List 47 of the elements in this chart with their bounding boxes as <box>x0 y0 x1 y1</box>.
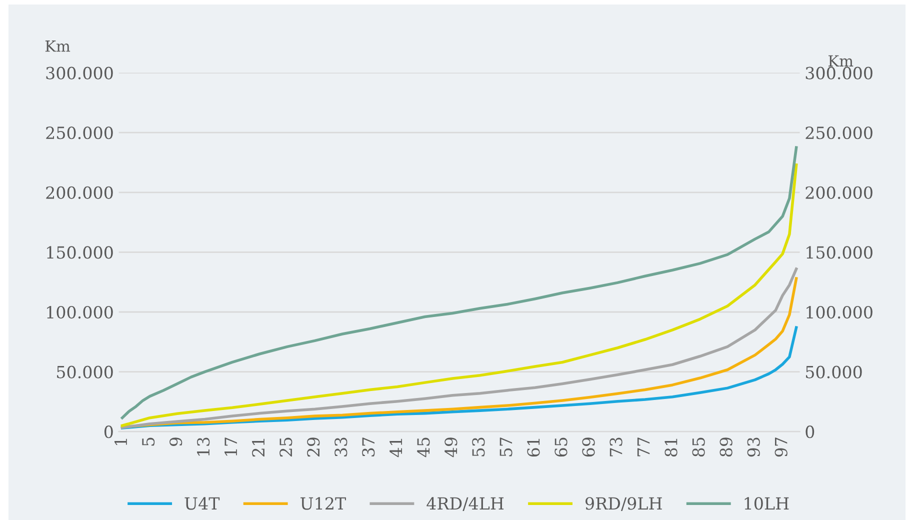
x-tick-label: 37 <box>362 438 375 456</box>
legend-label: U12T <box>300 497 346 510</box>
x-tick-label: 33 <box>334 438 348 456</box>
x-tick-label: 65 <box>554 438 568 457</box>
x-tick-label: 13 <box>197 438 210 456</box>
y-tick-label: 50.000 <box>57 366 113 378</box>
legend-label: 4RD/4LH <box>426 497 504 512</box>
x-tick-label: 69 <box>582 438 595 457</box>
x-tick-label: 25 <box>280 438 292 457</box>
y2-tick-label: 0 <box>806 426 814 438</box>
x-tick-label: 1 <box>114 438 127 446</box>
x-tick-label: 5 <box>142 438 155 446</box>
x-tick-label: 29 <box>307 438 320 457</box>
x-tick-label: 49 <box>444 438 458 458</box>
y2-tick-label: 250.000 <box>806 126 872 140</box>
y-tick-label: 200.000 <box>46 186 113 199</box>
x-tick-label: 9 <box>170 438 182 446</box>
y2-tick-label: 150.000 <box>806 246 872 259</box>
y2-tick-label: 50.000 <box>806 366 862 378</box>
x-tick-label: 53 <box>472 438 485 456</box>
x-tick-label: 81 <box>664 438 678 457</box>
y2-tick-label: 100.000 <box>806 306 872 319</box>
x-tick-label: 21 <box>252 438 264 457</box>
legend-label: 10LH <box>744 497 789 510</box>
x-tick-label: 85 <box>692 438 705 457</box>
x-tick-label: 57 <box>500 438 512 456</box>
y-tick-label: 0 <box>104 426 113 438</box>
x-tick-label: 93 <box>747 438 760 457</box>
y-tick-label: 100.000 <box>47 306 113 319</box>
x-tick-label: 89 <box>720 438 732 457</box>
y2-tick-label: 200.000 <box>806 186 872 199</box>
y2-axis-title: Km <box>828 55 854 66</box>
y-tick-label: 150.000 <box>47 246 113 259</box>
x-tick-label: 17 <box>224 438 237 456</box>
x-tick-label: 97 <box>774 438 788 457</box>
line-series <box>120 326 798 430</box>
y-tick-label: 250.000 <box>46 126 113 140</box>
y2-tick-label: 300.000 <box>806 66 872 80</box>
x-tick-label: 41 <box>390 438 402 458</box>
legend-label: U4T <box>184 497 220 510</box>
x-tick-label: 73 <box>610 438 622 456</box>
x-tick-label: 77 <box>637 438 650 456</box>
y-tick-label: 300.000 <box>46 66 113 80</box>
x-tick-label: 45 <box>417 438 430 458</box>
y-axis-title: Km <box>45 40 70 52</box>
x-tick-label: 61 <box>527 438 540 457</box>
legend-label: 9RD/9LH <box>586 497 662 512</box>
